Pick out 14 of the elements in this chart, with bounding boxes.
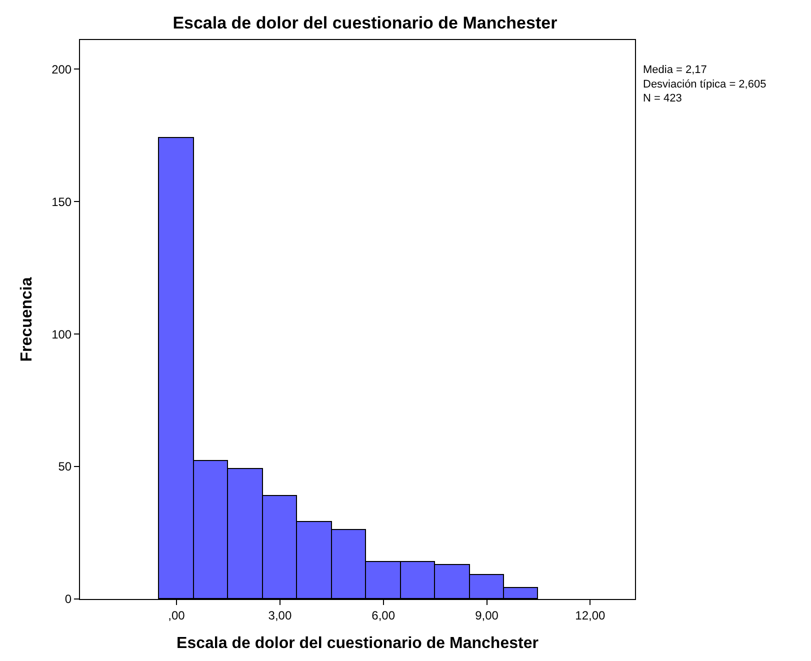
y-tick-label: 200 xyxy=(52,62,72,76)
y-tick-label: 50 xyxy=(58,460,72,474)
text: Media = 2,17 Desviación típica = 2,605 N = 423 xyxy=(643,64,766,105)
chart-title: Escala de dolor del cuestionario de Manchester xyxy=(172,13,558,32)
x-tick-label: 12,00 xyxy=(575,608,606,622)
x-tick-label: 9,00 xyxy=(475,608,499,622)
x-tick-label: 3,00 xyxy=(268,608,292,622)
y-tick-label: 100 xyxy=(52,327,72,342)
x-tick-label: 6,00 xyxy=(372,608,396,622)
x-axis-title: Escala de dolor del cuestionario de Manchester xyxy=(176,635,538,652)
x-tick-label: ,00 xyxy=(168,608,186,622)
y-tick-label: 150 xyxy=(52,194,72,209)
y-tick-label: 0 xyxy=(64,592,72,606)
y-axis-title: Frecuencia xyxy=(18,277,36,362)
